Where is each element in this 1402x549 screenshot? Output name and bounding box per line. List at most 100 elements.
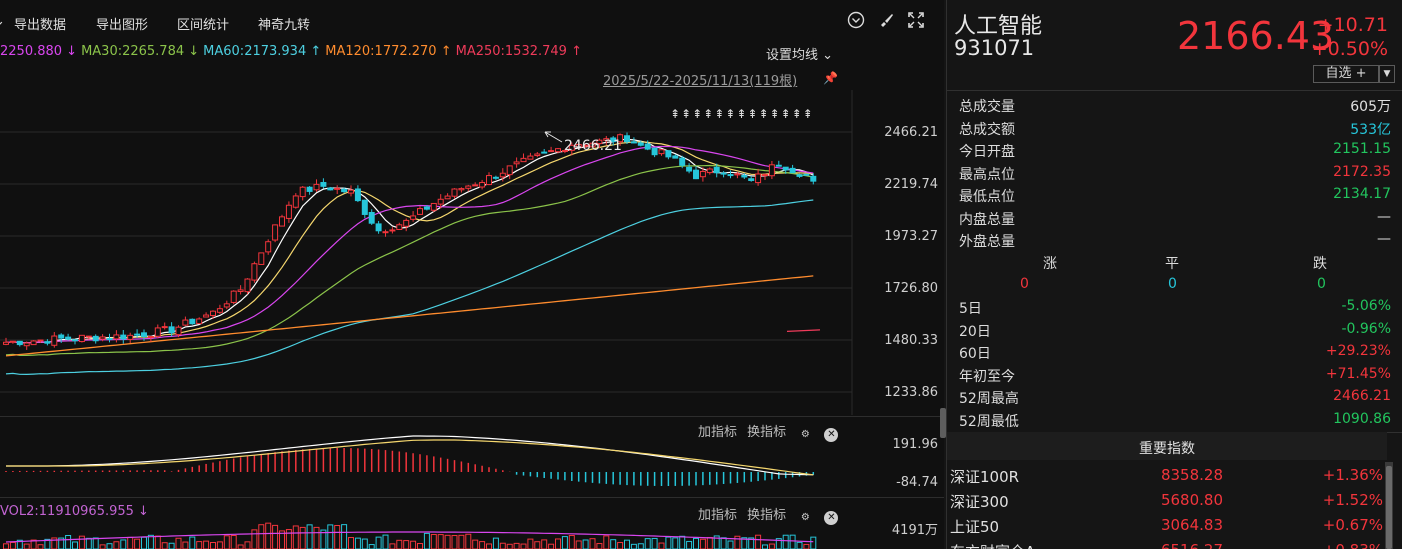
chevron-circle-icon[interactable] <box>845 11 867 33</box>
volume-bar <box>389 543 396 549</box>
candle-body <box>223 303 230 308</box>
candle-body <box>410 215 417 220</box>
period-value: 2466.21 <box>1333 388 1391 404</box>
volume-bar <box>465 533 472 549</box>
volume-bar <box>651 537 658 549</box>
close-icon[interactable]: ✕ <box>824 511 839 525</box>
candlestick-chart[interactable]: 2466.21 ⇞⇞⇞⇞⇞⇞⇞⇞⇞⇞⇞⇞⇞ <box>0 90 944 415</box>
chart-scrollbar[interactable] <box>940 408 946 438</box>
volume-bar <box>37 544 44 549</box>
volume-chart[interactable] <box>0 520 944 549</box>
volume-bar <box>644 538 651 549</box>
price-change: +10.71 <box>1317 14 1388 36</box>
volume-bar <box>637 543 644 549</box>
export-chart-button[interactable]: 导出图形 <box>96 18 149 33</box>
index-row-price: 3064.83 <box>1160 516 1223 534</box>
candle-body <box>472 184 479 187</box>
candle-body <box>727 174 734 177</box>
quote-field-row: 外盘总量 — <box>959 228 1391 250</box>
index-row[interactable]: 深证300 5680.80 +1.52% <box>947 488 1383 512</box>
volume-bar <box>444 534 451 549</box>
pin-icon[interactable]: 📌 <box>823 71 838 85</box>
period-label: 52周最高 <box>959 391 1019 407</box>
switch-indicator-button[interactable]: 换指标 <box>747 425 787 440</box>
quote-field-label: 最高点位 <box>959 166 1015 183</box>
candle-body <box>279 216 285 227</box>
fullscreen-icon[interactable] <box>905 11 927 33</box>
kline-chart-area[interactable]: ⌄ 导出数据 导出图形 区间统计 神奇九转 2250.880 ↓MA30:226… <box>0 0 946 549</box>
gear-icon[interactable]: ⚙ <box>800 429 810 440</box>
volume-bar <box>182 541 189 549</box>
candle-body <box>30 340 37 346</box>
export-data-button[interactable]: 导出数据 <box>14 18 67 33</box>
add-indicator-button[interactable]: 加指标 <box>698 425 738 440</box>
volume-bar <box>272 524 279 549</box>
volume-bar <box>624 539 630 549</box>
quote-field-label: 最低点位 <box>959 189 1015 205</box>
ma250-line <box>786 329 821 333</box>
candle-body <box>513 161 520 165</box>
candle-body <box>713 166 720 174</box>
quote-field-row: 最低点位 2134.17 <box>959 183 1391 205</box>
period-value: -5.06% <box>1341 298 1391 314</box>
candle-body <box>348 189 354 194</box>
candle-body <box>479 181 486 188</box>
ma-settings-button[interactable]: 设置均线 ⌄ <box>766 48 834 63</box>
candle-body <box>216 308 223 313</box>
volume-bar <box>141 536 147 549</box>
candle-body <box>78 334 85 343</box>
volume-bar <box>520 543 527 549</box>
magic-nine-button[interactable]: 神奇九转 <box>258 18 311 33</box>
volume-bar <box>437 534 444 549</box>
volume-bar <box>120 539 127 549</box>
volume-bar <box>3 543 9 549</box>
volume-bar <box>58 537 65 549</box>
candle-body <box>334 187 341 190</box>
add-indicator-button[interactable]: 加指标 <box>698 508 738 523</box>
switch-indicator-button[interactable]: 换指标 <box>747 508 787 523</box>
volume-bar <box>85 537 92 549</box>
candle-body <box>458 188 465 191</box>
volume-bar <box>451 535 458 549</box>
brush-icon[interactable] <box>875 11 897 33</box>
period-return-row: 年初至今 +71.45% <box>959 363 1391 385</box>
index-row[interactable]: 深证100R 8358.28 +1.36% <box>947 463 1383 487</box>
date-range-label[interactable]: 2025/5/22-2025/11/13(119根) <box>603 74 798 89</box>
candle-body <box>637 142 644 146</box>
quote-field-row: 总成交量 605万 <box>959 93 1391 115</box>
watchlist-dropdown-icon[interactable]: ▼ <box>1379 65 1395 83</box>
volume-bar <box>244 541 251 549</box>
candle-body <box>555 148 561 153</box>
volume-bar <box>161 542 168 549</box>
quote-field-value: 533亿 <box>1350 121 1391 138</box>
candle-body <box>189 318 196 325</box>
macd-chart[interactable] <box>0 430 944 496</box>
indices-scrollbar-thumb[interactable] <box>1386 466 1392 549</box>
add-watchlist-button[interactable]: 自选 + <box>1313 65 1379 83</box>
volume-bar <box>99 544 106 549</box>
candle-body <box>306 186 313 192</box>
volume-bar <box>679 535 686 549</box>
candle-body <box>451 188 458 197</box>
index-row[interactable]: 上证50 3064.83 +0.67% <box>947 513 1383 537</box>
index-row-name: 深证100R <box>950 468 1020 486</box>
volume-bar <box>720 537 727 549</box>
index-row-price: 6516.27 <box>1127 541 1223 549</box>
volume-bar <box>789 534 796 549</box>
volume-bar <box>527 538 534 549</box>
volume-bar <box>734 535 741 549</box>
volume-bar <box>396 539 403 549</box>
macd-axis-top: 191.96 <box>892 437 939 452</box>
candle-body <box>175 326 182 336</box>
interval-stats-button[interactable]: 区间统计 <box>177 18 230 33</box>
chevron-down-icon[interactable]: ⌄ <box>0 14 5 29</box>
ma-legend-item: MA250:1532.749 ↑ <box>455 44 582 59</box>
gear-icon[interactable]: ⚙ <box>800 512 810 523</box>
volume-bar <box>341 524 348 549</box>
close-icon[interactable]: ✕ <box>824 428 839 442</box>
volume-bar <box>78 535 85 549</box>
volume-bar <box>782 534 789 549</box>
period-return-row: 60日 +29.23% <box>959 340 1391 362</box>
index-row[interactable]: 东方财富全A 6516.27 +0.83% <box>947 538 1383 549</box>
volume-bar <box>361 538 368 549</box>
